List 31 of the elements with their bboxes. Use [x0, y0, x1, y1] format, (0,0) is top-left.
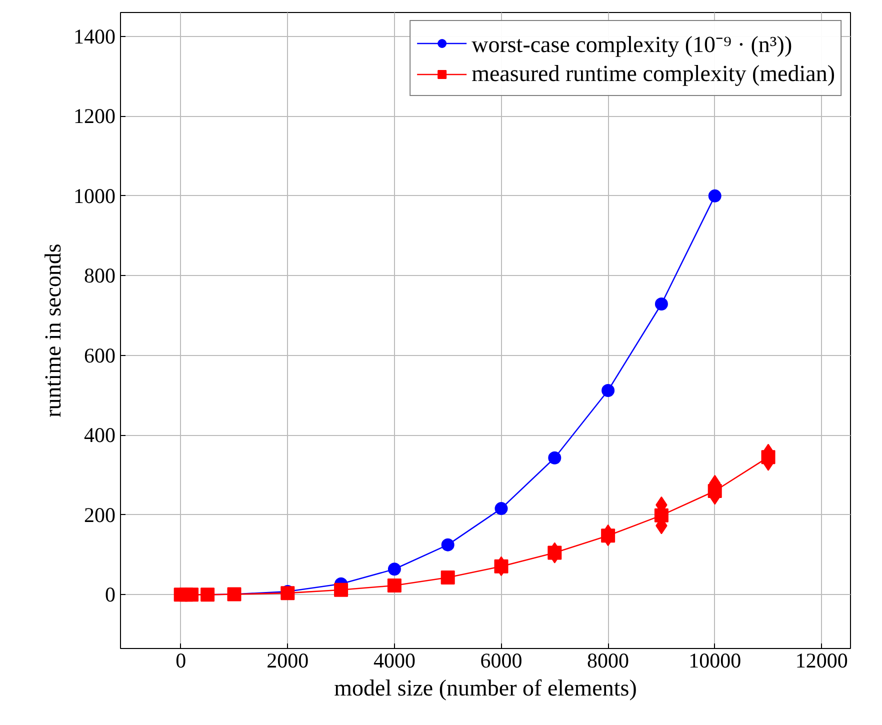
point — [387, 578, 402, 592]
y-tick-label: 1400 — [74, 24, 116, 48]
x-tick-label: 0 — [176, 648, 186, 672]
point — [494, 502, 508, 516]
point — [280, 586, 295, 600]
point — [441, 538, 454, 552]
point — [388, 562, 401, 576]
y-tick-label: 0 — [105, 582, 116, 607]
x-tick-label: 8000 — [587, 648, 630, 672]
x-tick-label: 4000 — [373, 648, 416, 672]
point — [334, 582, 348, 597]
y-tick-label: 400 — [84, 423, 116, 448]
y-tick-label: 600 — [84, 343, 116, 368]
x-tick-label: 12000 — [795, 648, 848, 672]
point — [708, 189, 722, 202]
y-tick-label: 1000 — [74, 184, 116, 208]
point — [602, 384, 615, 397]
legend-label: worst-case complexity (10⁻⁹ · (n³)) — [472, 31, 792, 59]
point — [654, 297, 668, 310]
y-tick-label: 800 — [84, 264, 116, 288]
y-tick-label: 200 — [84, 502, 116, 527]
point — [548, 451, 562, 464]
point — [440, 570, 455, 585]
point — [184, 588, 199, 602]
x-tick-label: 6000 — [480, 648, 522, 672]
y-tick-label: 1200 — [74, 104, 116, 128]
x-tick-label: 10000 — [688, 648, 742, 672]
y-axis-title: runtime in seconds — [40, 244, 66, 418]
x-axis-title: model size (number of elements) — [334, 676, 637, 700]
legend-label: measured runtime complexity (median) — [472, 60, 835, 88]
x-tick-label: 2000 — [266, 648, 309, 672]
